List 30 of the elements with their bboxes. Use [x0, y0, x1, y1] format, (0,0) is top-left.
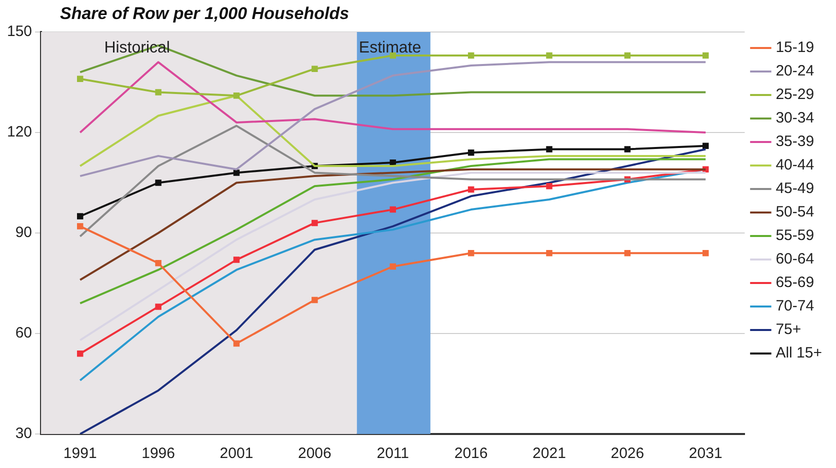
- legend-label: 30-34: [776, 110, 814, 127]
- legend-label: All 15+: [776, 344, 822, 362]
- y-tick-label: 90: [15, 224, 32, 242]
- chart-title: Share of Row per 1,000 Households: [60, 4, 350, 24]
- x-tick-label: 2001: [220, 445, 254, 462]
- x-tick-label: 2006: [298, 445, 332, 462]
- legend-label: 70-74: [776, 298, 814, 315]
- x-tick-label: 2026: [610, 445, 644, 462]
- legend-label: 15-19: [776, 39, 814, 56]
- legend-label: 75+: [776, 321, 802, 338]
- x-tick-label: 2031: [688, 445, 722, 462]
- y-tick-label: 120: [6, 124, 32, 141]
- x-tick-label: 2011: [376, 445, 410, 462]
- y-tick-label: 30: [15, 425, 32, 442]
- x-tick-label: 2016: [454, 445, 488, 462]
- y-tick-label: 60: [15, 324, 32, 342]
- legend-label: 50-54: [776, 204, 814, 221]
- y-tick-label: 150: [6, 23, 32, 40]
- x-tick-label: 2021: [532, 445, 566, 462]
- legend-label: 45-49: [776, 180, 814, 198]
- legend-label: 40-44: [776, 156, 814, 174]
- legend-label: 20-24: [776, 62, 814, 80]
- x-tick-label: 1991: [63, 445, 97, 462]
- legend-label: 65-69: [776, 274, 814, 292]
- x-tick-label: 1996: [142, 445, 175, 462]
- legend-label: 35-39: [776, 133, 814, 150]
- legend-label: 55-59: [776, 227, 814, 244]
- band-label: Estimate: [358, 39, 422, 56]
- legend-label: 60-64: [776, 250, 814, 268]
- legend-label: 25-29: [776, 86, 814, 104]
